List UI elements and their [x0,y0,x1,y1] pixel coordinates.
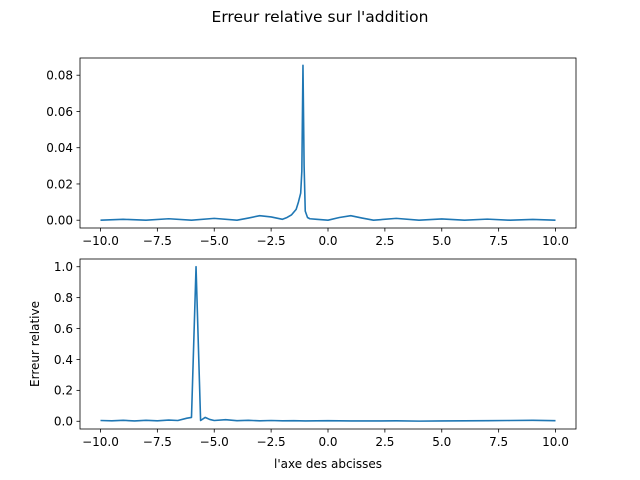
y-tick-label: 0.4 [54,353,73,367]
x-tick-label: −7.5 [143,435,172,449]
series-line-0 [100,265,556,422]
y-tick-label: 0.6 [54,322,73,336]
y-tick-label: 0.0 [54,415,73,429]
x-tick-label: −5.0 [200,234,229,248]
x-tick-label: 7.5 [489,234,508,248]
x-tick-label: 2.5 [375,435,394,449]
y-axis-label: Erreur relative [28,301,42,387]
axes-frame [79,258,577,430]
y-tick-label: 0.06 [46,105,73,119]
x-tick-label: −5.0 [200,435,229,449]
y-tick-label: 0.08 [46,69,73,83]
y-tick-label: 1.0 [54,260,73,274]
y-tick-label: 0.2 [54,384,73,398]
x-tick-label: 10.0 [542,435,569,449]
x-tick-label: −10.0 [82,234,119,248]
y-tick-label: 0.02 [46,177,73,191]
chart-top: −10.0 −7.5 −5.0 −2.5 0.0 2.5 5.0 7.5 10.0 0.00 0.0… [46,57,577,248]
axes-frame [79,57,577,229]
y-tick-label: 0.04 [46,141,73,155]
x-tick-label: 10.0 [542,234,569,248]
x-tick-label: 0.0 [318,435,337,449]
y-tick-label: 0.8 [54,291,73,305]
x-tick-label: −2.5 [257,435,286,449]
figure-title: Erreur relative sur l'addition [211,8,429,26]
x-tick-label: 5.0 [432,435,451,449]
series-line-0 [100,64,556,222]
x-axis-label: l'axe des abcisses [274,457,382,471]
x-tick-label: −7.5 [143,234,172,248]
x-tick-label: 0.0 [318,234,337,248]
x-tick-label: −2.5 [257,234,286,248]
x-tick-label: 2.5 [375,234,394,248]
chart-bottom: −10.0 −7.5 −5.0 −2.5 0.0 2.5 5.0 7.5 10.0 0.0 0.2 0… [28,258,577,471]
x-tick-label: 7.5 [489,435,508,449]
x-tick-label: 5.0 [432,234,451,248]
y-tick-label: 0.00 [46,214,73,228]
x-tick-label: −10.0 [82,435,119,449]
